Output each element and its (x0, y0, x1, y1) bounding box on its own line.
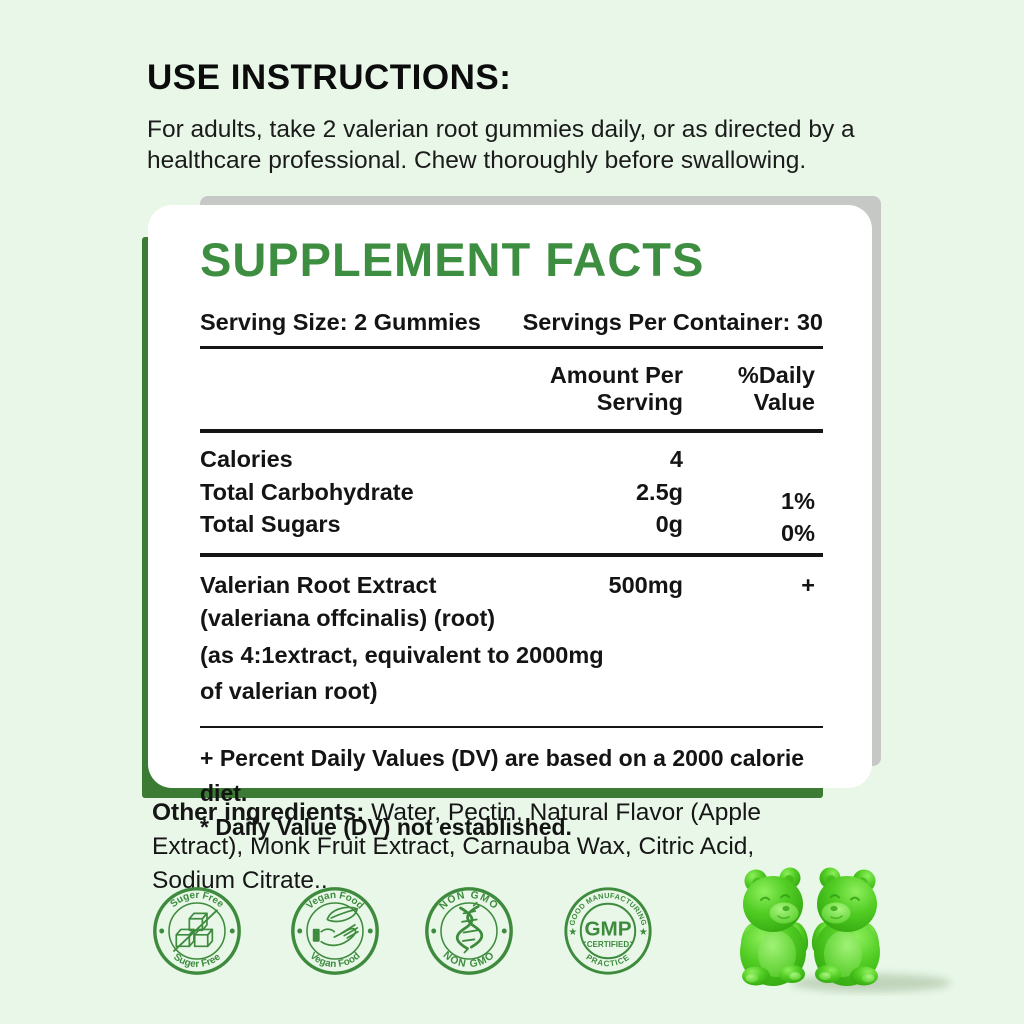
badge-bottom-text: PRACTICE (584, 953, 630, 969)
supplement-facts-card: SUPPLEMENT FACTS Serving Size: 2 Gummies… (142, 196, 881, 840)
table-row: Valerian Root Extract 500mg + (200, 572, 823, 599)
gmp-certified-badge: ★ ★ GOOD MANUFACTURING PRACTICE GMP CERT… (562, 885, 654, 977)
serving-size: Serving Size: 2 Gummies (200, 309, 481, 335)
certified-text: CERTIFIED (587, 940, 630, 949)
gmp-seal-icon: GMP CERTIFIED (582, 918, 634, 949)
footnote-dv: + Percent Daily Values (DV) are based on… (200, 745, 805, 806)
use-instructions-heading: USE INSTRUCTIONS: (147, 58, 512, 97)
nutrient-name: Calories (200, 446, 293, 472)
other-ingredients-text: Water, Pectin, Natural Flavor (Apple Ext… (152, 799, 762, 894)
servings-per-container: Servings Per Container: 30 (522, 309, 823, 335)
divider (200, 346, 823, 349)
nutrient-amount: 0g (655, 511, 683, 537)
other-ingredients: Other ingredients: Water, Pectin, Natura… (152, 796, 812, 898)
gmp-text: GMP (584, 918, 631, 941)
badge-bottom-text: Suger Free (171, 951, 223, 970)
divider (200, 552, 823, 557)
column-header-dv: %Daily Value (737, 362, 815, 415)
table-row: Total Carbohydrate 2.5g 1% (200, 478, 823, 514)
other-ingredients-label: Other ingredients: (152, 799, 365, 826)
footnote-established: * Daily Value (DV) not established. (200, 814, 572, 840)
star-icon: ★ (568, 926, 577, 936)
ingredient-amount: 500mg (608, 572, 683, 598)
dna-icon (455, 901, 484, 954)
ingredient-detail: (as 4:1extract, equivalent to 2000mg (200, 641, 604, 668)
ingredient-name: Valerian Root Extract (200, 572, 437, 598)
supplement-facts-title: SUPPLEMENT FACTS (200, 233, 705, 286)
table-row: Total Sugars 0g 0% (200, 511, 823, 546)
star-icon: ★ (638, 926, 647, 936)
nutrient-dv: 1% (781, 487, 815, 514)
ingredient-detail: of valerian root) (200, 678, 378, 704)
gummy-bears-image (733, 862, 965, 996)
sugar-free-badge: Suger Free Suger Free (151, 885, 243, 977)
hand-holding-leaf-icon (312, 906, 359, 947)
ingredient-dv: + (801, 572, 815, 598)
divider (200, 429, 823, 433)
nutrient-name: Total Sugars (200, 511, 341, 537)
nutrient-dv: 0% (781, 520, 815, 546)
sugar-cubes-icon (173, 909, 218, 952)
nutrient-amount: 4 (669, 446, 683, 472)
nutrient-name: Total Carbohydrate (200, 478, 414, 505)
vegan-food-badge: Vegan Food Vegan Food (289, 885, 381, 977)
column-header-amount: Amount Per Serving (549, 362, 683, 415)
use-instructions-body: For adults, take 2 valerian root gummies… (147, 116, 855, 174)
ingredient-detail: (valeriana offcinalis) (root) (200, 605, 496, 631)
table-row: Calories 4 (200, 446, 823, 479)
svg-text:Suger Free: Suger Free (171, 951, 223, 970)
nutrient-amount: 2.5g (635, 478, 683, 505)
column-header-row: Amount Per Serving %Daily Value (200, 362, 823, 416)
non-gmo-badge: NON GMO NON GMO (423, 885, 515, 977)
svg-text:PRACTICE: PRACTICE (584, 953, 631, 969)
divider (200, 725, 823, 728)
